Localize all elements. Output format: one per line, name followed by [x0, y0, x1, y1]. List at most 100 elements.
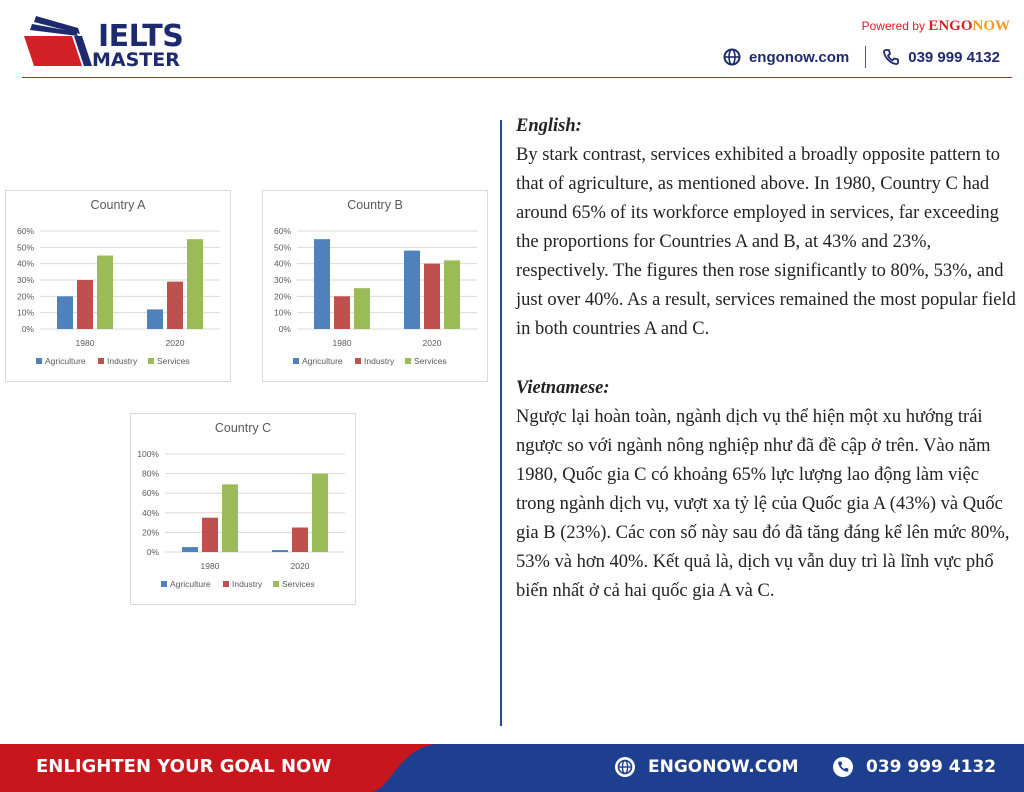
page-header: IELTS MASTER Powered by ENGONOW engonow.…	[0, 0, 1024, 78]
x-tick-label: 1980	[333, 338, 352, 348]
footer-tagline: ENLIGHTEN YOUR GOAL NOW	[36, 756, 332, 777]
x-tick-label: 2020	[291, 561, 310, 571]
vietnamese-paragraph: Ngược lại hoàn toàn, ngành dịch vụ thể h…	[516, 407, 1010, 601]
bar-agriculture-2020	[147, 309, 163, 329]
english-paragraph: By stark contrast, services exhibited a …	[516, 145, 1016, 339]
y-tick-label: 20%	[142, 527, 159, 537]
bar-services-1980	[222, 484, 238, 552]
x-tick-label: 1980	[201, 561, 220, 571]
legend-label: Industry	[232, 579, 263, 589]
bar-industry-2020	[167, 281, 183, 329]
bar-agriculture-1980	[57, 296, 73, 329]
footer-phone-text: 039 999 4132	[866, 757, 997, 777]
legend-swatch	[98, 358, 104, 364]
chart-country-b: Country B 0% 10% 20% 30% 40% 50% 60% 1980 2020 Agr…	[262, 190, 488, 382]
engonow-brand: ENGONOW	[928, 18, 1010, 34]
y-tick-label: 10%	[17, 308, 34, 318]
chart-title: Country B	[347, 198, 403, 212]
y-tick-label: 80%	[142, 469, 159, 479]
header-divider	[22, 77, 1012, 78]
bar-services-2020	[444, 260, 460, 329]
y-tick-label: 30%	[274, 275, 291, 285]
y-tick-label: 40%	[142, 508, 159, 518]
x-tick-label: 2020	[166, 338, 185, 348]
y-tick-label: 0%	[147, 547, 160, 557]
logo-text-master: MASTER	[92, 49, 180, 71]
legend-swatch	[161, 581, 167, 587]
globe-icon	[615, 757, 635, 777]
legend-swatch	[355, 358, 361, 364]
y-tick-label: 20%	[17, 291, 34, 301]
footer-phone-link[interactable]: 039 999 4132	[832, 756, 996, 778]
legend-swatch	[405, 358, 411, 364]
y-tick-label: 0%	[279, 324, 292, 334]
bar-services-1980	[97, 255, 113, 329]
vietnamese-label: Vietnamese:	[516, 378, 610, 398]
globe-icon	[723, 48, 741, 66]
legend-swatch	[273, 581, 279, 587]
logo-wings-icon	[24, 16, 92, 66]
y-tick-label: 50%	[274, 242, 291, 252]
legend-swatch	[148, 358, 154, 364]
footer-background	[0, 744, 440, 792]
logo-text-ielts: IELTS	[98, 19, 184, 54]
bar-industry-2020	[292, 527, 308, 552]
x-tick-label: 2020	[423, 338, 442, 348]
y-tick-label: 100%	[137, 449, 159, 459]
bar-services-2020	[187, 239, 203, 329]
english-label: English:	[516, 116, 582, 136]
y-tick-label: 30%	[17, 275, 34, 285]
phone-icon	[883, 49, 900, 65]
powered-by-label: Powered by	[861, 19, 929, 33]
header-phone-text: 039 999 4132	[908, 48, 1000, 66]
bar-services-1980	[354, 288, 370, 329]
y-tick-label: 10%	[274, 308, 291, 318]
phone-icon	[833, 757, 853, 777]
legend-label: Agriculture	[45, 356, 86, 366]
y-tick-label: 40%	[17, 259, 34, 269]
legend-swatch	[36, 358, 42, 364]
bar-agriculture-1980	[182, 547, 198, 552]
header-phone-link[interactable]: 039 999 4132	[882, 48, 1000, 66]
powered-by: Powered by ENGONOW	[862, 18, 1010, 35]
legend-swatch	[223, 581, 229, 587]
legend-label: Agriculture	[170, 579, 211, 589]
y-tick-label: 60%	[142, 488, 159, 498]
y-tick-label: 60%	[17, 226, 34, 236]
header-website-link[interactable]: engonow.com	[723, 48, 849, 66]
y-tick-label: 20%	[274, 291, 291, 301]
y-tick-label: 40%	[274, 259, 291, 269]
legend-label: Industry	[364, 356, 395, 366]
bar-agriculture-2020	[272, 550, 288, 552]
content-divider	[500, 120, 502, 726]
y-tick-label: 0%	[22, 324, 35, 334]
bar-agriculture-2020	[404, 250, 420, 329]
bar-industry-1980	[202, 517, 218, 552]
page-footer: ENLIGHTEN YOUR GOAL NOW ENGONOW.COM 039 …	[0, 744, 1024, 792]
footer-website-text: ENGONOW.COM	[648, 757, 799, 777]
chart-svg: Country C 0% 20% 40% 60% 80% 100% 1980 2020 Agric…	[137, 421, 345, 589]
bar-services-2020	[312, 473, 328, 552]
bar-industry-2020	[424, 263, 440, 329]
footer-website-link[interactable]: ENGONOW.COM	[614, 756, 799, 778]
chart-country-a: Country A 0% 10% 20% 30% 40% 50% 60% 1980 2020 Agr…	[5, 190, 231, 382]
y-tick-label: 60%	[274, 226, 291, 236]
header-website-text: engonow.com	[748, 48, 850, 66]
chart-svg: Country A 0% 10% 20% 30% 40% 50% 60% 1980 2020 Agr…	[17, 198, 220, 366]
legend-swatch	[293, 358, 299, 364]
bar-industry-1980	[334, 296, 350, 329]
header-separator	[865, 46, 867, 68]
bar-industry-1980	[77, 280, 93, 329]
explanation-text: English: By stark contrast, services exh…	[516, 112, 1016, 606]
y-tick-label: 50%	[17, 242, 34, 252]
x-tick-label: 1980	[76, 338, 95, 348]
header-contact: engonow.com 039 999 4132	[723, 44, 1000, 70]
chart-country-c: Country C 0% 20% 40% 60% 80% 100% 1980 2020 Agric…	[130, 413, 356, 605]
chart-title: Country C	[215, 421, 271, 435]
chart-svg: Country B 0% 10% 20% 30% 40% 50% 60% 1980 2020 Agr…	[274, 198, 477, 366]
ielts-master-logo[interactable]: IELTS MASTER	[22, 14, 184, 71]
legend-label: Services	[282, 579, 315, 589]
legend-label: Industry	[107, 356, 138, 366]
legend-label: Services	[157, 356, 190, 366]
legend-label: Services	[414, 356, 447, 366]
